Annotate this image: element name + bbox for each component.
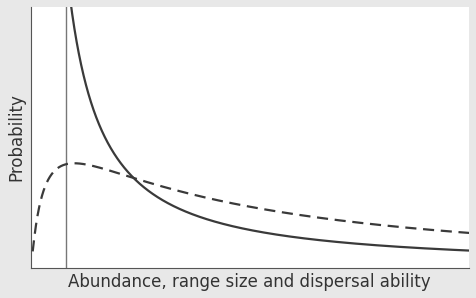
Y-axis label: Probability: Probability: [7, 93, 25, 181]
X-axis label: Abundance, range size and dispersal ability: Abundance, range size and dispersal abil…: [69, 273, 431, 291]
